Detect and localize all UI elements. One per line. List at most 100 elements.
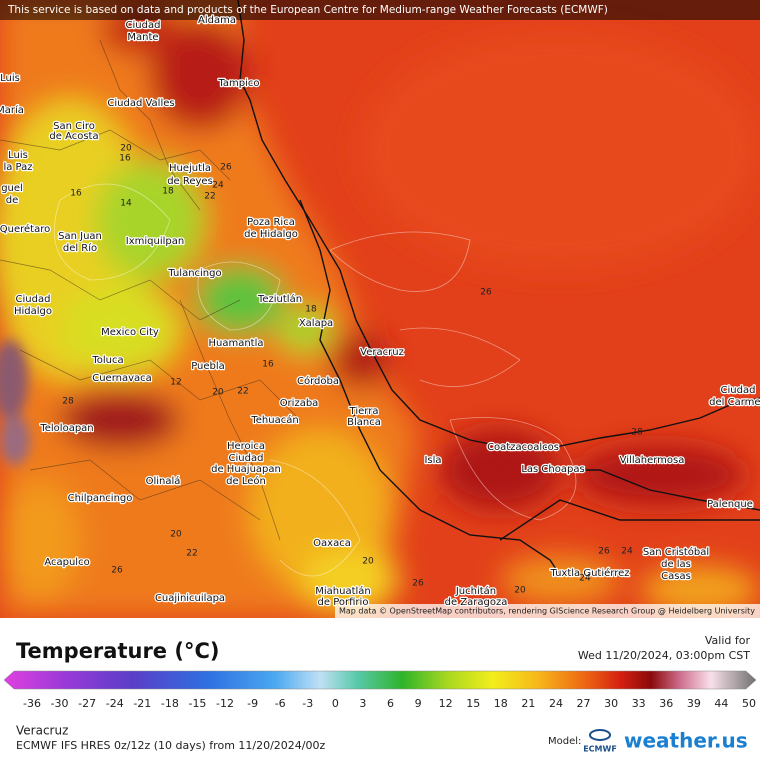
contour-label: 26	[220, 163, 232, 173]
city-label: Tampico	[217, 78, 259, 89]
city-label: Blanca	[347, 417, 381, 428]
contour-label: 28	[62, 397, 74, 407]
city-label: Veracruz	[360, 347, 404, 358]
city-label: Puebla	[191, 361, 225, 372]
city-label: San Cristóbal	[643, 546, 709, 558]
contour-label: 26	[598, 547, 610, 557]
city-label: Ciudad	[229, 453, 264, 464]
legend-title: Temperature (°C)	[16, 639, 219, 663]
contour-label: 18	[305, 305, 317, 315]
scale-tick-label: -24	[106, 697, 124, 710]
contour-label: 20	[212, 388, 224, 398]
scale-tick-label: 12	[439, 697, 453, 710]
contour-label: 12	[170, 378, 181, 388]
scale-ticks: -36 -30 -27 -24 -21 -18 -15 -12 -9 -6 -3 0 3 6 9 12 15 18…	[23, 697, 756, 710]
scale-tick-label: -12	[216, 697, 234, 710]
city-label: de León	[226, 475, 266, 487]
city-label: Isla	[424, 455, 441, 466]
model-logo: ECMWF	[583, 745, 617, 754]
contour-label: 20	[362, 557, 374, 567]
scale-tick-label: 18	[494, 697, 508, 710]
contour-label: 16	[119, 154, 131, 164]
attribution-bg	[335, 604, 760, 618]
brand-logo[interactable]: weather.us	[624, 729, 748, 753]
contour-label: 18	[162, 187, 174, 197]
contour-label: 28	[631, 428, 643, 438]
city-label: Toluca	[91, 355, 123, 366]
city-label: Palenque	[707, 499, 753, 510]
city-label: Cuernavaca	[92, 373, 152, 384]
scale-tick-label: 50	[742, 697, 756, 710]
city-label: Casas	[661, 571, 691, 582]
city-label: Miahuatlán	[315, 585, 371, 597]
city-label: Teloloapan	[39, 423, 93, 434]
contour-label: 20	[514, 586, 526, 596]
location: Veracruz	[16, 724, 68, 738]
contour-label: 22	[237, 387, 248, 397]
city-label: Querétaro	[0, 223, 50, 235]
city-label: de Huajuapan	[211, 464, 281, 475]
scale-tick-label: -9	[247, 697, 258, 710]
scale-tick-label: 36	[659, 697, 673, 710]
scale-tick-label: -6	[275, 697, 286, 710]
city-label: Las Choapas	[521, 464, 584, 475]
city-label: la Paz	[3, 162, 32, 173]
banner-bg	[0, 0, 760, 20]
city-label: del Río	[63, 242, 97, 254]
scale-tick-label: 3	[359, 697, 366, 710]
scale-tick-label: 33	[632, 697, 646, 710]
city-label: Ixmiquilpan	[126, 236, 184, 247]
city-label: Tulancingo	[167, 268, 221, 279]
city-label: María	[0, 104, 24, 116]
city-label: Huamantla	[208, 338, 263, 349]
city-label: Coatzacoalcos	[487, 442, 559, 453]
city-label: del Carmen	[709, 397, 760, 408]
city-label: Xalapa	[299, 318, 333, 329]
city-label: Acapulco	[44, 557, 89, 568]
city-label: Luis	[0, 73, 20, 84]
attribution: Map data © OpenStreetMap contributors, r…	[339, 607, 755, 616]
map-labels: AldamaCiudadManteLuisMaríaTampicoCiudad …	[0, 14, 760, 610]
scale-tick-label: 30	[604, 697, 618, 710]
city-label: guel	[1, 183, 23, 194]
city-label: Orizaba	[280, 398, 319, 409]
city-label: Ciudad	[16, 294, 51, 305]
city-label: Cuajinicuilapa	[155, 593, 225, 604]
contour-label: 22	[186, 549, 197, 559]
contour-label: 26	[480, 288, 492, 298]
model-run: ECMWF IFS HRES 0z/12z (10 days) from 11/…	[16, 739, 326, 752]
contour-label: 20	[170, 530, 182, 540]
contour-label: 16	[70, 189, 82, 199]
scale-tick-label: 6	[387, 697, 394, 710]
contour-label: 24	[579, 574, 591, 584]
scale-tick-label: -3	[302, 697, 313, 710]
city-label: San Ciro	[53, 121, 95, 132]
scale-tick-label: 0	[332, 697, 339, 710]
city-label: Juchitán	[455, 585, 496, 597]
city-label: de Zaragoza	[445, 597, 508, 608]
scale-tick-label: -21	[133, 697, 151, 710]
city-label: de Hidalgo	[244, 229, 298, 240]
city-label: de las	[661, 559, 691, 570]
city-label: Luis	[8, 150, 28, 161]
contour-label: 26	[412, 579, 424, 589]
city-label: Hidalgo	[14, 306, 52, 317]
city-label: Poza Rica	[247, 217, 295, 228]
model-label: Model:	[548, 736, 581, 747]
scale-tick-label: -18	[161, 697, 179, 710]
scale-tick-label: 27	[577, 697, 591, 710]
scale-tick-label: 9	[415, 697, 422, 710]
contour-label: 22	[204, 192, 215, 202]
scale-tick-label: 39	[687, 697, 701, 710]
scale-tick-label: 21	[521, 697, 535, 710]
scale-tick-label: -36	[23, 697, 41, 710]
city-label: Chilpancingo	[68, 493, 133, 504]
city-label: de	[6, 195, 19, 206]
city-label: Mexico City	[101, 327, 159, 338]
valid-time: Wed 11/20/2024, 03:00pm CST	[578, 649, 750, 662]
scale-tick-label: 15	[466, 697, 480, 710]
scale-tick-label: -27	[78, 697, 96, 710]
city-label: de Reyes	[167, 176, 213, 187]
